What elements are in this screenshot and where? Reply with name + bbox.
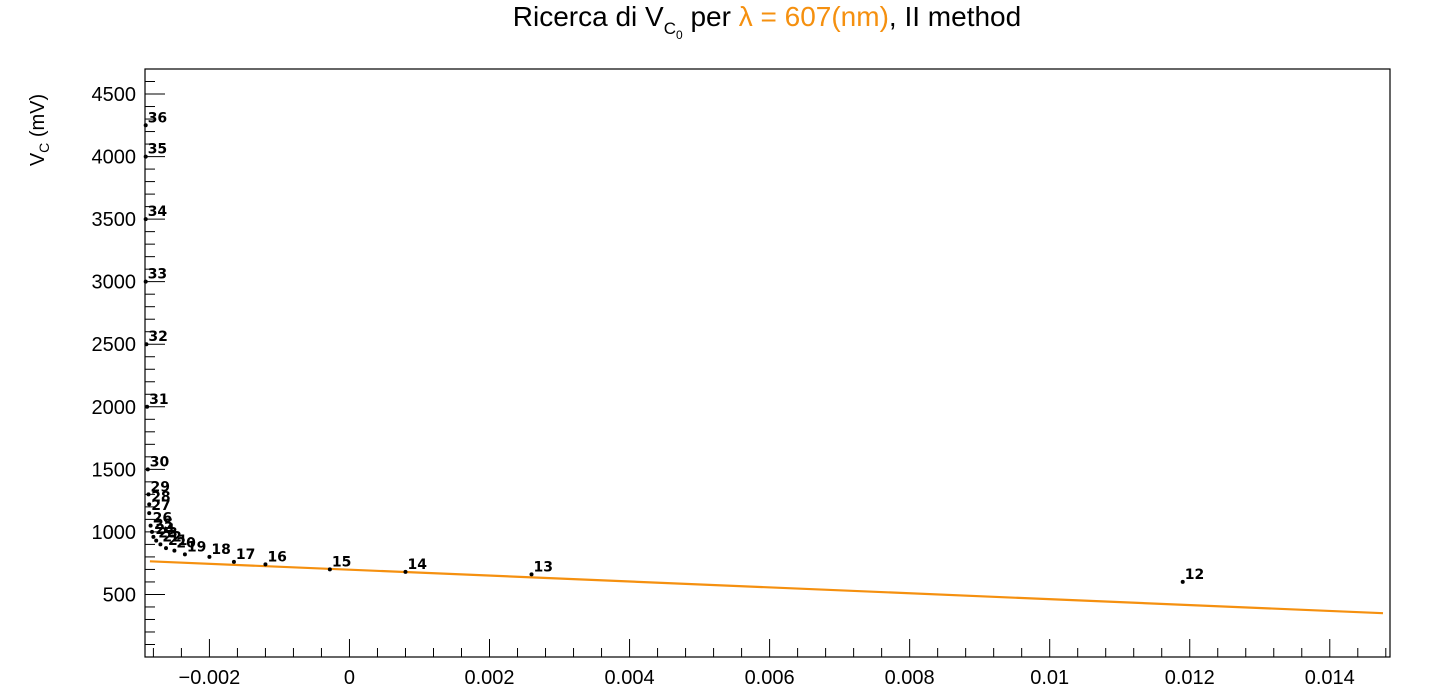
data-point-label: 32 bbox=[148, 329, 167, 345]
data-point bbox=[147, 502, 152, 507]
y-tick-label: 500 bbox=[103, 584, 136, 606]
data-point bbox=[154, 538, 159, 543]
ylabel-sub: C bbox=[36, 143, 52, 153]
data-point bbox=[1180, 579, 1185, 584]
x-tick-label: 0.006 bbox=[745, 667, 795, 686]
data-point bbox=[263, 562, 268, 567]
data-point bbox=[143, 279, 148, 284]
data-point bbox=[529, 572, 534, 577]
data-point-label: 33 bbox=[148, 267, 167, 283]
y-tick-label: 2500 bbox=[92, 334, 137, 356]
x-tick-label: 0.014 bbox=[1305, 667, 1355, 686]
ylabel-rest: (mV) bbox=[27, 94, 49, 143]
data-point bbox=[151, 534, 156, 539]
x-tick-label: 0.01 bbox=[1030, 667, 1069, 686]
data-point bbox=[150, 529, 155, 534]
y-tick-label: 2000 bbox=[92, 397, 137, 419]
y-axis-label: VC (mV) bbox=[27, 94, 52, 166]
data-point-label: 19 bbox=[187, 539, 206, 555]
data-point-label: 13 bbox=[534, 559, 553, 575]
data-point-label: 12 bbox=[1185, 567, 1204, 583]
y-tick-label: 1000 bbox=[92, 522, 137, 544]
data-point-label: 28 bbox=[151, 489, 170, 505]
data-point bbox=[146, 492, 151, 497]
data-point-label: 23 bbox=[158, 526, 177, 542]
data-point bbox=[403, 569, 408, 574]
title-suffix: , II method bbox=[889, 1, 1021, 32]
data-point-label: 14 bbox=[407, 557, 427, 573]
fit-line bbox=[149, 560, 1384, 615]
y-tick-label: 3500 bbox=[92, 209, 137, 231]
svg-text:VC (mV): VC (mV) bbox=[27, 94, 52, 166]
data-point-label: 30 bbox=[150, 454, 170, 470]
data-point bbox=[143, 154, 148, 159]
title-highlight: λ = 607(nm) bbox=[739, 1, 889, 32]
data-point-label: 25 bbox=[154, 517, 173, 533]
data-point-label: 22 bbox=[162, 529, 181, 545]
y-tick-label: 4000 bbox=[92, 147, 137, 169]
x-tick-label: −0.002 bbox=[179, 667, 241, 686]
x-tick-label: 0.004 bbox=[605, 667, 655, 686]
data-point bbox=[231, 559, 236, 564]
data-point-label: 24 bbox=[155, 522, 175, 538]
data-point-label: 27 bbox=[151, 498, 170, 514]
data-point-label: 26 bbox=[153, 511, 172, 527]
plot-frame bbox=[144, 68, 1391, 658]
data-point bbox=[148, 523, 153, 528]
title-mid: per bbox=[683, 1, 739, 32]
data-point bbox=[327, 567, 332, 572]
data-point bbox=[172, 548, 177, 553]
data-point-label: 18 bbox=[211, 542, 230, 558]
data-point bbox=[164, 546, 169, 551]
data-point bbox=[207, 554, 212, 559]
data-point bbox=[143, 123, 148, 128]
y-tick-label: 1500 bbox=[92, 459, 137, 481]
data-point-label: 16 bbox=[267, 549, 286, 565]
data-point bbox=[182, 552, 187, 557]
data-point bbox=[144, 342, 149, 347]
data-point-label: 34 bbox=[148, 204, 168, 220]
data-point bbox=[143, 217, 148, 222]
data-point-label: 31 bbox=[149, 392, 168, 408]
data-point bbox=[158, 542, 163, 547]
axis-ticks: −0.002 0 0.002 0.004 0.006 0.008 0.01 0.012 0.01… bbox=[92, 68, 1387, 686]
fit-line-group bbox=[149, 560, 1384, 615]
title-sub2: 0 bbox=[676, 28, 683, 42]
data-point-label: 20 bbox=[176, 536, 196, 552]
data-point-label: 35 bbox=[148, 142, 167, 158]
data-point-label: 29 bbox=[151, 479, 170, 495]
ylabel-main: V bbox=[27, 152, 49, 166]
data-point bbox=[147, 511, 152, 516]
data-point-label: 17 bbox=[236, 547, 255, 563]
data-point-label: 21 bbox=[168, 533, 187, 549]
svg-text:Ricerca di VC0 per λ = 607(nm): Ricerca di VC0 per λ = 607(nm), II metho… bbox=[513, 1, 1021, 42]
data-point bbox=[145, 404, 150, 409]
data-point-label: 36 bbox=[148, 110, 167, 126]
x-tick-label: 0.008 bbox=[885, 667, 935, 686]
chart-title: Ricerca di VC0 per λ = 607(nm), II metho… bbox=[513, 1, 1021, 42]
x-tick-label: 0.002 bbox=[464, 667, 514, 686]
data-point-label: 15 bbox=[332, 554, 351, 570]
title-prefix: Ricerca di V bbox=[513, 1, 664, 32]
title-sub: C bbox=[664, 19, 676, 38]
data-point bbox=[145, 467, 150, 472]
y-tick-label: 3000 bbox=[92, 272, 137, 294]
x-tick-label: 0.012 bbox=[1165, 667, 1215, 686]
y-tick-label: 4500 bbox=[92, 84, 137, 106]
x-tick-label: 0 bbox=[344, 667, 355, 686]
